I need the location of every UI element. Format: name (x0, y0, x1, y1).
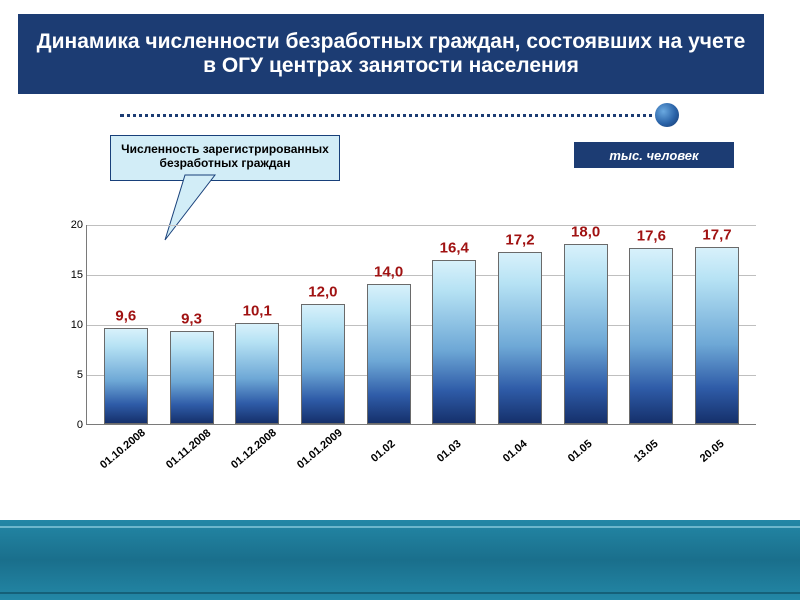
x-tick-label: 01.12.2008 (229, 431, 295, 497)
x-tick-label: 01.02 (361, 431, 427, 497)
bar (170, 331, 214, 424)
slide: Динамика численности безработных граждан… (0, 0, 800, 600)
bar (629, 248, 673, 424)
bars-container: 9,6 9,3 10,1 12,0 14,0 16,4 17,2 18,0 17,6 17,7 (87, 225, 756, 424)
x-tick-label: 01.03 (427, 431, 493, 497)
dot-circle-icon (655, 103, 679, 127)
bar-value-label: 17,2 (505, 232, 534, 249)
bar-5: 16,4 (430, 260, 478, 424)
bar-value-label: 9,6 (115, 308, 136, 325)
bar (367, 284, 411, 424)
dotted-line (120, 114, 660, 117)
unit-badge: тыс. человек (574, 142, 734, 168)
callout-text: Численность зарегистрированных безработн… (121, 142, 329, 170)
bar (432, 260, 476, 424)
x-tick-label: 01.11.2008 (164, 431, 230, 497)
bar-chart: 9,6 9,3 10,1 12,0 14,0 16,4 17,2 18,0 17,6 17,7 0… (50, 225, 760, 475)
title-banner: Динамика численности безработных граждан… (18, 14, 764, 94)
bar-9: 17,7 (693, 247, 741, 424)
y-tick-label: 20 (53, 219, 83, 231)
bar (235, 323, 279, 424)
bar-1: 9,3 (168, 331, 216, 424)
x-tick-label: 01.01.2009 (295, 431, 361, 497)
bar-0: 9,6 (102, 328, 150, 424)
x-tick-label: 13.05 (624, 431, 690, 497)
bar-value-label: 16,4 (440, 240, 469, 257)
bar-value-label: 17,6 (637, 228, 666, 245)
bar-value-label: 10,1 (243, 303, 272, 320)
title-text: Динамика численности безработных граждан… (32, 30, 750, 78)
bar-value-label: 9,3 (181, 311, 202, 328)
y-tick-label: 5 (53, 369, 83, 381)
bar-4: 14,0 (365, 284, 413, 424)
bar (695, 247, 739, 424)
plot-area: 9,69,310,112,014,016,417,218,017,617,7 0… (86, 225, 756, 425)
x-axis-labels: 01.10.200801.11.200801.12.200801.01.2009… (86, 429, 756, 475)
y-tick-label: 0 (53, 419, 83, 431)
bar (564, 244, 608, 424)
x-tick-label: 01.10.2008 (98, 431, 164, 497)
bar-value-label: 12,0 (308, 284, 337, 301)
y-tick-label: 10 (53, 319, 83, 331)
bar-7: 18,0 (562, 244, 610, 424)
bar-8: 17,6 (627, 248, 675, 424)
x-tick-label: 01.05 (558, 431, 624, 497)
bar-value-label: 17,7 (702, 227, 731, 244)
bar-6: 17,2 (496, 252, 544, 424)
bar-2: 10,1 (233, 323, 281, 424)
bar-value-label: 14,0 (374, 264, 403, 281)
bar-3: 12,0 (299, 304, 347, 424)
bottom-band (0, 520, 800, 600)
bar (104, 328, 148, 424)
bar (498, 252, 542, 424)
bar (301, 304, 345, 424)
x-tick-label: 01.04 (493, 431, 559, 497)
bar-value-label: 18,0 (571, 224, 600, 241)
unit-text: тыс. человек (609, 148, 698, 163)
callout-box: Численность зарегистрированных безработн… (110, 135, 340, 181)
x-tick-label: 20.05 (690, 431, 756, 497)
y-tick-label: 15 (53, 269, 83, 281)
